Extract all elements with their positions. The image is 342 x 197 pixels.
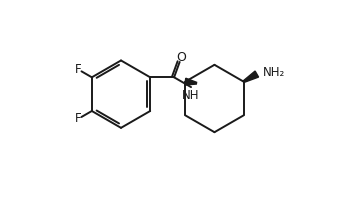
- Text: O: O: [176, 51, 186, 64]
- Text: F: F: [75, 112, 81, 125]
- Text: F: F: [75, 63, 81, 76]
- Text: NH: NH: [182, 89, 200, 102]
- Polygon shape: [185, 78, 197, 85]
- Polygon shape: [243, 71, 259, 82]
- Text: NH₂: NH₂: [263, 66, 285, 79]
